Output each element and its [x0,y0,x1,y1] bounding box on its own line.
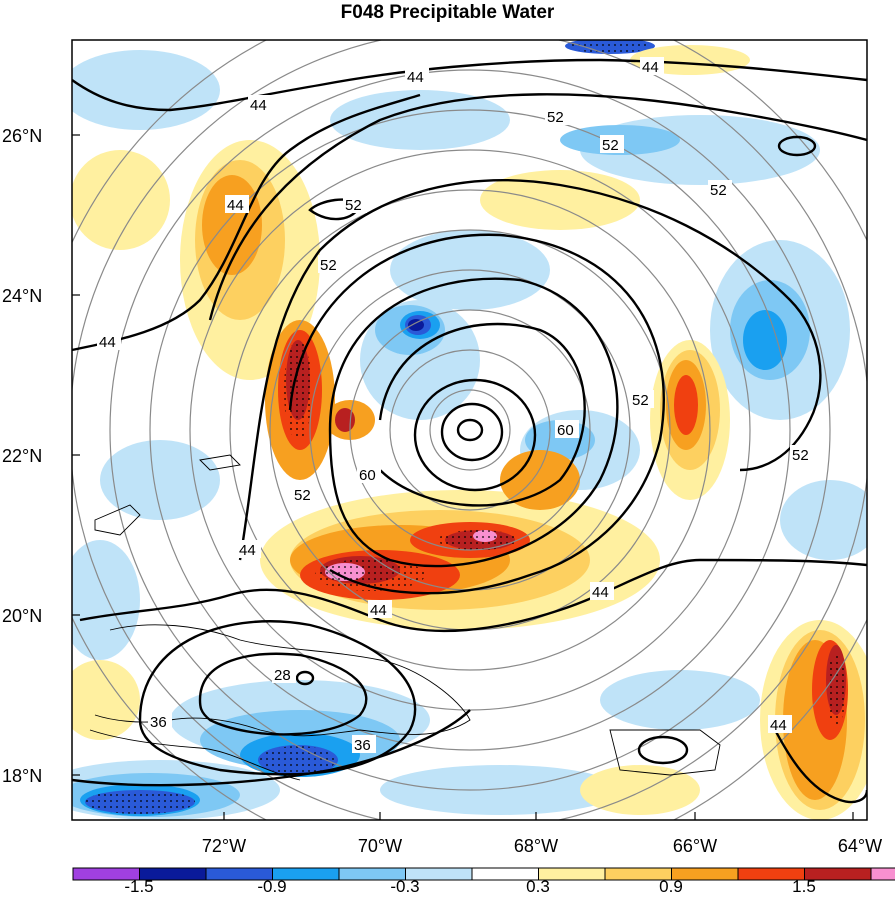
colorbar-swatch [870,867,895,881]
contour-label: 36 [150,714,167,731]
contour-label: 44 [99,334,116,351]
contour-label-group: 44 44 44 44 52 52 52 52 52 52 52 60 60 5… [97,57,814,754]
plot-frame [71,39,868,821]
lat-tick-label: 22°N [2,446,42,466]
lon-tick-label: 72°W [202,836,246,856]
contour-label: 52 [547,109,564,126]
shading-layer: 44 44 44 44 52 52 52 52 52 52 52 60 60 5… [72,40,867,820]
lon-tick-label: 70°W [358,836,402,856]
lat-tick-label: 26°N [2,126,42,146]
colorbar [72,867,895,881]
colorbar-labels: -1.5 -0.9 -0.3 0.3 0.9 1.5 [124,877,815,896]
contour-label: 52 [345,197,362,214]
colorbar-label: -0.9 [257,877,286,896]
contour-label: 52 [320,257,337,274]
contour-label: 52 [294,487,311,504]
coastlines [89,454,721,781]
contour-label: 44 [239,542,256,559]
contour-label: 28 [274,667,291,684]
longitude-labels: 72°W 70°W 68°W 66°W 64°W [202,836,882,856]
contour-label: 44 [407,69,424,86]
contour-label: 52 [632,392,649,409]
pw-contours [72,58,867,804]
lat-tick-label: 24°N [2,286,42,306]
map-title: F048 Precipitable Water [340,2,555,23]
colorbar-label: 0.3 [526,877,550,896]
lat-tick-label: 18°N [2,766,42,786]
colorbar-label: 1.5 [792,877,816,896]
axis-ticks [72,134,854,820]
darkest-blue-shading [408,319,424,331]
lon-tick-label: 64°W [838,836,882,856]
lat-tick-label: 20°N [2,606,42,626]
colorbar-label: -0.3 [390,877,419,896]
colorbar-label: 0.9 [659,877,683,896]
contour-label: 44 [642,59,659,76]
contour-label: 44 [370,602,387,619]
colorbar-label: -1.5 [124,877,153,896]
contour-label: 44 [592,584,609,601]
lon-tick-label: 66°W [673,836,717,856]
contour-label: 44 [227,197,244,214]
contour-label: 60 [557,422,574,439]
contour-label: 36 [354,737,371,754]
contour-label: 52 [710,182,727,199]
contour-label: 52 [792,447,809,464]
contour-label: 60 [359,467,376,484]
stipple-areas [85,40,846,814]
lon-tick-label: 68°W [514,836,558,856]
contour-label: 52 [602,137,619,154]
contour-label: 44 [250,97,267,114]
contour-label: 44 [770,717,787,734]
latitude-labels: 26°N 24°N 22°N 20°N 18°N [2,126,42,786]
